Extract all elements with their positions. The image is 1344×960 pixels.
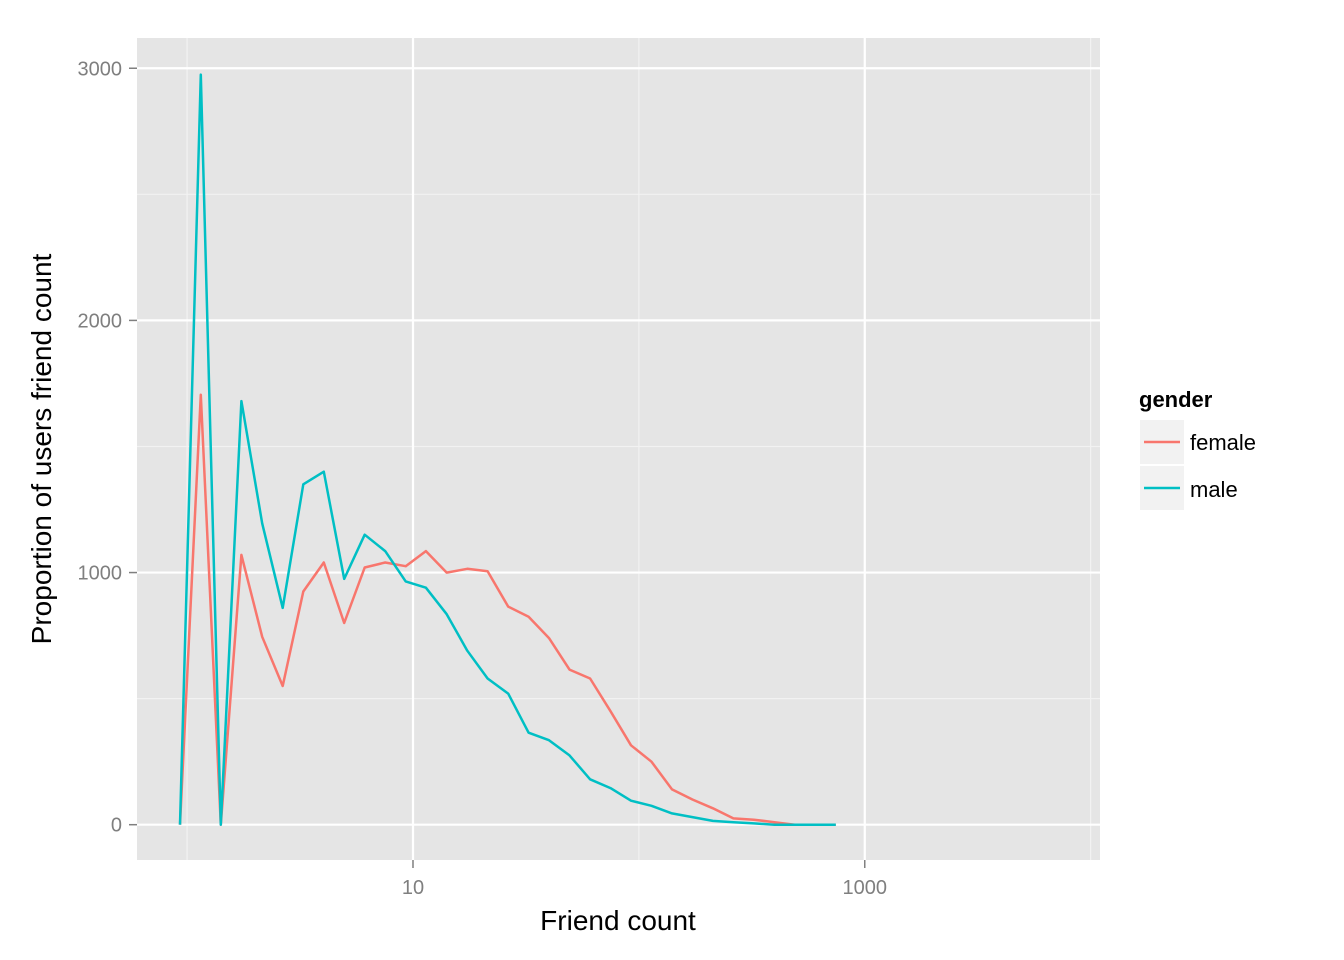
x-axis-title: Friend count [540,905,696,936]
legend: gender female male [1139,387,1256,510]
legend-title: gender [1139,387,1213,412]
x-tick-label-0: 10 [402,877,424,899]
series-line-female [178,393,836,826]
grid-major [137,38,1100,860]
y-tick-label-1: 1000 [78,563,123,585]
legend-item-male: male [1140,466,1238,510]
y-tick-label-3: 3000 [78,58,123,80]
x-axis: 10 1000 [402,860,887,899]
grid-minor [137,38,1100,860]
y-axis: 0 1000 2000 3000 [78,58,137,837]
y-axis-title: Proportion of users friend count [26,253,57,644]
panel-background [137,38,1100,860]
legend-label-male: male [1190,477,1238,502]
y-tick-label-0: 0 [111,815,122,837]
legend-item-female: female [1140,420,1256,464]
series-line-male [178,73,836,826]
series-layer [178,73,836,826]
y-tick-label-2: 2000 [78,310,123,332]
x-tick-label-1: 1000 [843,877,888,899]
legend-label-female: female [1190,430,1256,455]
